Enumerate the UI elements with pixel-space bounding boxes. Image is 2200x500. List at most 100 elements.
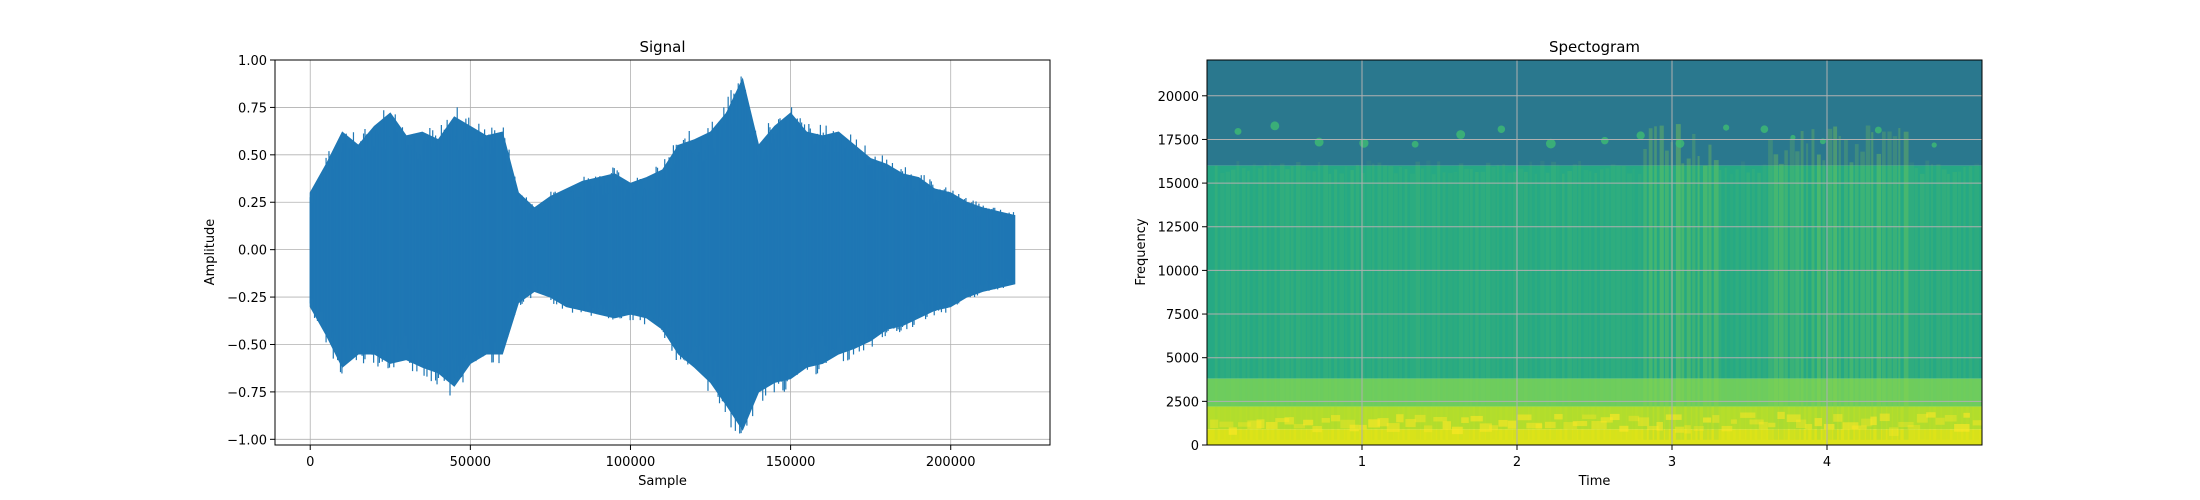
spectrogram-grid	[1207, 60, 1982, 445]
spectrogram-streak	[1231, 169, 1236, 440]
spectrogram-texture	[1777, 411, 1785, 420]
spectrogram-texture	[1637, 417, 1650, 427]
spectrogram-streak	[1323, 164, 1329, 440]
signal-ytick-label: −0.75	[227, 386, 267, 401]
spectrogram-texture	[1842, 422, 1859, 430]
signal-ytick-label: 0.00	[238, 244, 267, 259]
spectrogram-streak	[1833, 126, 1838, 440]
spectrogram-streak	[1502, 163, 1506, 440]
spectrogram-streak	[1529, 161, 1532, 440]
spectrogram-texture	[1247, 420, 1262, 429]
spectrogram-streak	[1941, 169, 1947, 440]
spectrogram-streak	[1740, 161, 1745, 440]
spectrogram-bands	[1207, 60, 1982, 445]
spectrogram-streak	[1410, 173, 1415, 440]
spectrogram-streak	[1236, 161, 1240, 440]
spectrogram-spot	[1234, 127, 1242, 135]
spectrogram-texture	[1265, 421, 1278, 429]
spectrogram-texture	[1582, 414, 1597, 420]
spectrogram-streak	[1545, 172, 1550, 440]
spectrogram-streak	[1437, 161, 1441, 440]
spectrogram-texture	[1238, 422, 1251, 427]
spectrogram-streak	[1486, 162, 1491, 440]
signal-axes-frame	[274, 59, 1051, 446]
signal-ylabel: Amplitude	[203, 219, 218, 286]
spectrogram-texture	[1675, 426, 1684, 433]
spectrogram-streak	[1974, 163, 1980, 440]
spectrogram-xtick-label: 4	[1823, 455, 1831, 470]
spectrogram-texture	[1368, 419, 1381, 428]
spectrogram-streak	[1751, 168, 1755, 440]
signal-chart: 0 50000 100000 150000 200000 −1.00 −0.75 −0.50 −…	[203, 38, 1051, 489]
spectrogram-streak	[1594, 172, 1597, 440]
spectrogram-streak	[1214, 165, 1218, 440]
spectrogram-streak	[1464, 168, 1469, 440]
spectrogram-spot	[1760, 125, 1769, 134]
spectrogram-spot	[1723, 124, 1730, 131]
spectrogram-band	[1207, 429, 1982, 445]
spectrogram-texture	[1414, 414, 1426, 423]
spectrogram-streak	[1285, 169, 1290, 440]
spectrogram-texture	[1758, 421, 1768, 430]
spectrogram-streak	[1854, 144, 1859, 440]
spectrogram-streak	[1968, 166, 1973, 440]
spectrogram-texture	[1712, 415, 1720, 423]
spectrogram-streak	[1377, 162, 1382, 440]
spectrogram-streak	[1274, 168, 1277, 440]
spectrogram-streak	[1372, 163, 1375, 440]
spectrogram-texture	[1786, 414, 1801, 423]
spectrogram-texture	[1479, 423, 1492, 432]
spectrogram-streak	[1480, 171, 1486, 440]
spectrogram-streak	[1882, 131, 1886, 440]
signal-spikes	[309, 76, 1015, 434]
spectrogram-texture	[1889, 427, 1899, 436]
spectrogram-texture	[1851, 425, 1867, 430]
spectrogram-streak	[1789, 137, 1795, 440]
spectrogram-streak	[1936, 164, 1941, 440]
spectrogram-title: Spectogram	[1549, 38, 1640, 56]
spectrogram-texture	[1256, 419, 1265, 429]
spectrogram-streak	[1827, 128, 1833, 440]
spectrogram-streak	[1632, 168, 1635, 440]
spectrogram-texture	[1805, 424, 1813, 430]
spectrogram-texture	[1610, 413, 1620, 421]
spectrogram-streak	[1247, 170, 1250, 440]
spectrogram-streak	[1589, 171, 1592, 440]
spectrogram-spot	[1636, 131, 1645, 140]
spectrogram-texture	[1870, 416, 1877, 426]
spectrogram-streak	[1898, 128, 1901, 440]
spectrogram-texture	[1544, 421, 1556, 429]
spectrogram-streak	[1920, 173, 1925, 440]
spectrogram-texture	[1721, 425, 1733, 432]
spectrogram-texture	[1916, 413, 1928, 423]
spectrogram-streak	[1469, 169, 1473, 440]
spectrogram-streak	[1686, 158, 1691, 440]
spectrogram-streak	[1675, 124, 1681, 440]
spectrogram-streak	[1681, 163, 1685, 440]
spectrogram-texture	[1275, 418, 1290, 423]
spectrogram-streak	[1724, 167, 1727, 440]
spectrogram-texture	[1219, 421, 1234, 428]
spectrogram-streak	[1507, 172, 1512, 440]
spectrogram-spot	[1270, 121, 1280, 131]
spectrogram-streak	[1659, 125, 1664, 440]
spectrogram-spot	[1600, 136, 1609, 145]
spectrogram-ytick-label: 17500	[1158, 133, 1199, 148]
spectrogram-streak	[1925, 160, 1930, 440]
signal-ytick-label: 0.75	[238, 101, 267, 116]
signal-ytick-label: −0.50	[227, 338, 267, 353]
spectrogram-streaks	[1210, 121, 1982, 440]
spectrogram-streak	[1328, 173, 1332, 440]
spectrogram-texture	[1535, 423, 1543, 429]
spectrogram-streak	[1800, 131, 1804, 440]
spectrogram-streak	[1887, 131, 1892, 440]
spectrogram-streak	[1730, 174, 1734, 440]
signal-ytick-label: 1.00	[238, 54, 267, 69]
signal-xlabel: Sample	[638, 474, 687, 489]
spectrogram-texture	[1563, 422, 1577, 430]
spectrogram-spot	[1790, 134, 1796, 141]
spectrogram-streak	[1610, 164, 1616, 440]
spectrogram-texture	[1303, 419, 1314, 426]
spectrogram-texture	[1600, 417, 1613, 423]
spectrogram-streak	[1263, 165, 1267, 440]
